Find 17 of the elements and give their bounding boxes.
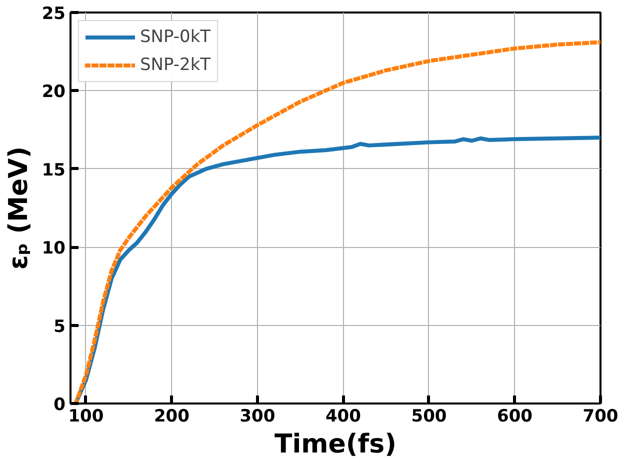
legend-label: SNP-2kT bbox=[140, 55, 211, 75]
legend-label: SNP-0kT bbox=[140, 27, 211, 47]
y-axis-title: εₚ (MeV) bbox=[4, 146, 34, 270]
y-tick-label: 15 bbox=[42, 160, 66, 180]
x-tick-label: 300 bbox=[240, 406, 276, 426]
x-tick-label: 600 bbox=[496, 406, 533, 426]
y-tick-label: 25 bbox=[42, 4, 66, 24]
x-tick-label: 100 bbox=[68, 406, 104, 426]
x-tick-label: 200 bbox=[154, 406, 190, 426]
x-tick-label: 400 bbox=[325, 406, 362, 426]
x-tick-label: 700 bbox=[582, 406, 618, 426]
x-tick-label: 500 bbox=[411, 406, 447, 426]
y-tick-label: 10 bbox=[42, 238, 66, 259]
y-tick-label: 0 bbox=[54, 395, 66, 415]
x-axis-title: Time(fs) bbox=[274, 430, 396, 460]
y-tick-label: 5 bbox=[54, 316, 66, 337]
y-tick-label: 20 bbox=[42, 82, 66, 102]
